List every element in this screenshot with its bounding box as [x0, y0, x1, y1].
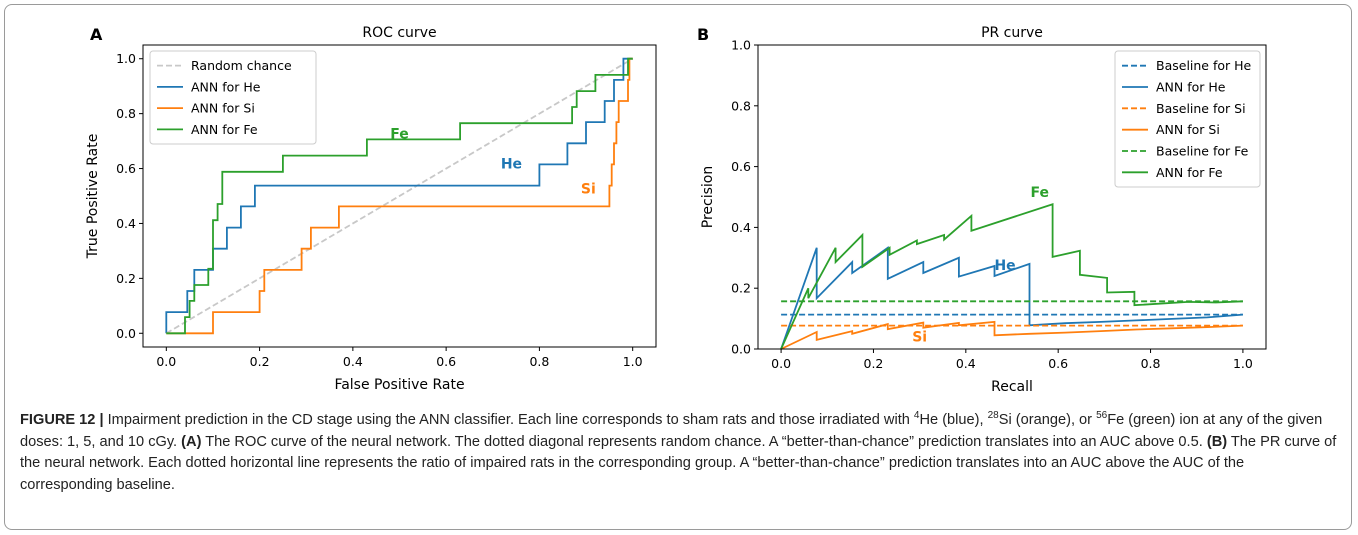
y-tick-label: 0.6 — [731, 159, 751, 174]
caption-si: Si (orange), or — [998, 412, 1097, 428]
series-label-si: Si — [912, 329, 927, 345]
caption-fe: Fe (green) ion at any of the given doses… — [20, 412, 1323, 450]
series-line-random-chance — [165, 57, 634, 335]
legend-box — [149, 50, 317, 145]
series-line-ann-for-fe — [780, 203, 1243, 350]
caption-text-1: Impairment prediction in the CD stage us… — [107, 412, 914, 428]
series-label-si: Si — [581, 181, 596, 197]
series-label-fe: Fe — [1030, 185, 1049, 201]
x-tick-label: 0.8 — [529, 354, 549, 369]
chart-title: ROC curve — [362, 25, 436, 41]
caption-sup-si: 28 — [987, 410, 999, 422]
caption-label-a: (A) — [181, 433, 202, 450]
y-tick-label: 0.2 — [731, 281, 751, 296]
x-tick-label: 0.0 — [771, 356, 791, 371]
caption-label: FIGURE 12 | — [20, 412, 104, 428]
x-tick-label: 0.2 — [864, 356, 884, 371]
x-axis-label: Recall — [991, 379, 1033, 395]
caption-he: He (blue), — [919, 412, 988, 428]
y-tick-label: 0.0 — [116, 326, 136, 341]
legend-entry: ANN for Si — [1156, 122, 1220, 137]
y-tick-label: 0.8 — [731, 98, 751, 113]
series-line-ann-for-he — [165, 57, 633, 334]
x-tick-label: 1.0 — [623, 354, 643, 369]
legend-entry: ANN for Si — [191, 101, 255, 116]
caption-text-a: The ROC curve of the neural network. The… — [201, 433, 1207, 450]
y-tick-label: 0.4 — [731, 220, 751, 235]
legend-box — [1114, 50, 1261, 188]
x-tick-label: 0.4 — [956, 356, 976, 371]
legend-entry: ANN for Fe — [191, 122, 258, 137]
series-line-ann-for-he — [780, 246, 1243, 350]
chart-panel-b: B PR curve He Si Fe 0.0 0.2 0.4 0.6 0.8 1.0 0.0 0.2 0… — [697, 25, 1267, 395]
legend-entry: Random chance — [191, 58, 292, 73]
y-tick-label: 0.8 — [116, 106, 136, 121]
series-line-ann-for-si — [166, 57, 633, 335]
figure-caption: FIGURE 12 | Impairment prediction in the… — [20, 410, 1340, 496]
panel-letter: A — [90, 25, 103, 44]
y-tick-label: 0.2 — [116, 271, 136, 286]
caption-text-b: The PR curve of the neural network. Each… — [20, 433, 1337, 493]
x-axis-label: False Positive Rate — [334, 377, 464, 393]
figure-frame — [4, 4, 1352, 530]
legend-entry: ANN for He — [191, 79, 261, 94]
legend-entry: Baseline for Fe — [1156, 144, 1249, 159]
x-tick-label: 0.6 — [1048, 356, 1068, 371]
y-axis-label: True Positive Rate — [85, 134, 101, 260]
legend-entry: Baseline for He — [1156, 58, 1252, 73]
series-label-fe: Fe — [390, 126, 409, 142]
y-tick-label: 1.0 — [116, 51, 136, 66]
legend-entry: Baseline for Si — [1156, 101, 1246, 116]
figure-plots: A ROC curve He Si Fe 0.0 0.2 0.4 0.6 0.8 1.0 0.0 0.2… — [85, 25, 1267, 395]
x-tick-label: 0.2 — [250, 354, 270, 369]
series-line-ann-for-fe — [166, 57, 633, 335]
y-tick-label: 0.4 — [116, 216, 136, 231]
x-tick-label: 0.8 — [1141, 356, 1161, 371]
y-tick-label: 1.0 — [731, 38, 751, 53]
legend-entry: ANN for Fe — [1156, 165, 1223, 180]
series-line-ann-for-si — [780, 320, 1243, 350]
y-tick-label: 0.0 — [731, 342, 751, 357]
caption-sup-fe: 56 — [1096, 410, 1108, 422]
legend-entry: ANN for He — [1156, 80, 1226, 95]
caption-sup-he: 4 — [913, 410, 920, 422]
plot-frame — [757, 44, 1267, 350]
series-label-he: He — [501, 157, 522, 173]
plot-frame — [142, 44, 657, 348]
series-label-he: He — [994, 258, 1015, 274]
chart-legend: Random chance ANN for He ANN for Si ANN for… — [149, 50, 317, 145]
x-tick-label: 0.4 — [343, 354, 363, 369]
chart-title: PR curve — [981, 25, 1043, 41]
panel-letter: B — [697, 25, 709, 44]
x-tick-label: 0.6 — [436, 354, 456, 369]
x-tick-label: 1.0 — [1233, 356, 1253, 371]
chart-legend: Baseline for He ANN for He Baseline for Si… — [1114, 50, 1261, 188]
chart-panel-a: A ROC curve He Si Fe 0.0 0.2 0.4 0.6 0.8 1.0 0.0 0.2… — [85, 25, 657, 393]
caption-label-b: (B) — [1206, 433, 1228, 450]
x-tick-label: 0.0 — [156, 354, 176, 369]
y-axis-label: Precision — [700, 166, 716, 228]
y-tick-label: 0.6 — [116, 161, 136, 176]
